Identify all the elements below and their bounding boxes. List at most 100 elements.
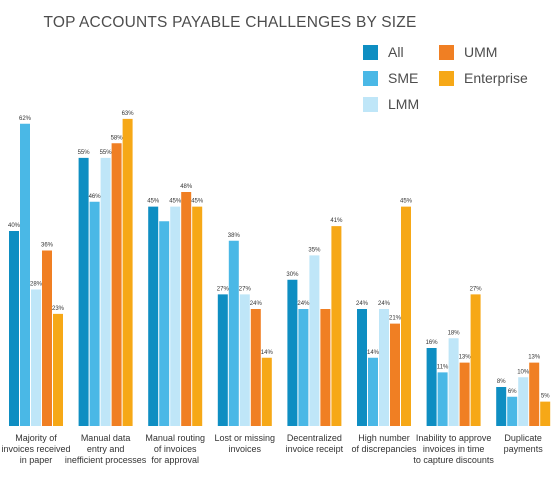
- legend-item-umm: UMM: [439, 44, 497, 60]
- bar-value-label: 24%: [356, 301, 369, 307]
- bar-sme-7: [507, 396, 518, 426]
- bar-value-label: 38%: [228, 233, 241, 239]
- bar-value-label: 36%: [41, 243, 54, 249]
- legend-label-lmm: LMM: [388, 96, 420, 112]
- bar-enterprise-5: [401, 206, 411, 426]
- bar-lmm-1: [100, 157, 111, 426]
- bar-value-label: 41%: [330, 218, 343, 224]
- category-label-7: Duplicate payments: [504, 433, 544, 454]
- bar-lmm-7: [518, 377, 529, 426]
- bar-value-label: 23%: [52, 306, 65, 312]
- bar-value-label: 27%: [239, 286, 252, 292]
- legend-swatch-lmm: [363, 96, 378, 112]
- bar-lmm-0: [31, 289, 41, 426]
- bar-value-label: 14%: [261, 350, 274, 356]
- bar-sme-0: [20, 123, 30, 426]
- bar-value-label: 55%: [100, 150, 113, 156]
- bar-value-label: 5%: [541, 394, 550, 400]
- legend-label-sme: SME: [388, 70, 419, 86]
- bars-group: [9, 118, 551, 426]
- bar-value-label: 16%: [426, 340, 439, 346]
- bar-umm-1: [111, 143, 122, 426]
- bar-lmm-2: [170, 206, 181, 426]
- bar-enterprise-6: [470, 294, 481, 426]
- bar-all-5: [357, 309, 367, 426]
- bar-sme-4: [298, 309, 309, 426]
- legend-label-enterprise: Enterprise: [464, 70, 528, 86]
- bar-sme-5: [368, 357, 378, 426]
- bar-value-label: 24%: [297, 301, 310, 307]
- bar-value-label: 48%: [180, 184, 193, 190]
- bar-all-3: [217, 294, 228, 426]
- bar-value-label: 45%: [191, 199, 204, 205]
- bar-value-label: 6%: [508, 389, 517, 395]
- bar-value-label: 45%: [147, 199, 160, 205]
- legend-swatch-umm: [439, 44, 454, 60]
- bar-umm-3: [250, 309, 261, 426]
- bar-sme-6: [437, 372, 448, 426]
- bar-all-2: [148, 206, 159, 426]
- category-label-5: High number of discrepancies: [351, 433, 417, 454]
- bar-enterprise-4: [331, 226, 342, 426]
- category-label-0: Majority of invoices received in paper: [1, 433, 70, 465]
- bar-value-label: 14%: [367, 350, 380, 356]
- bar-umm-0: [42, 250, 52, 426]
- bar-sme-3: [228, 240, 239, 426]
- bar-value-label: 27%: [217, 286, 230, 292]
- legend-label-umm: UMM: [464, 44, 498, 60]
- bar-value-label: 24%: [250, 301, 263, 307]
- bar-umm-6: [459, 362, 470, 426]
- bar-enterprise-0: [53, 313, 63, 426]
- bar-enterprise-1: [122, 118, 133, 426]
- category-label-2: Manual routing of invoices for approval: [145, 433, 205, 465]
- legend-swatch-all: [363, 44, 378, 60]
- legend: All SME LMM UMM Enterprise: [363, 44, 553, 124]
- bar-labels-group: 40% 62% 28% 36% 23% 55% 46% 55% 58% 63% 45% 45% 48% 4…: [8, 111, 550, 400]
- legend-item-sme: SME: [363, 70, 418, 86]
- bar-all-6: [426, 348, 437, 426]
- category-label-6: Inability to approve invoices in time to c…: [413, 433, 494, 465]
- bar-all-1: [78, 157, 89, 426]
- bar-value-label: 24%: [378, 301, 391, 307]
- bar-umm-2: [181, 192, 192, 426]
- bar-value-label: 27%: [470, 286, 483, 292]
- bar-enterprise-2: [192, 206, 203, 426]
- bar-value-label: 10%: [517, 369, 530, 375]
- bar-umm-4: [320, 309, 331, 426]
- bar-value-label: 35%: [308, 247, 321, 253]
- bar-umm-7: [529, 362, 540, 426]
- bar-lmm-3: [239, 294, 250, 426]
- bar-umm-5: [390, 323, 400, 426]
- bar-value-label: 21%: [389, 316, 402, 322]
- bar-value-label: 58%: [111, 135, 124, 141]
- legend-swatch-enterprise: [439, 70, 454, 86]
- bar-all-0: [9, 231, 19, 426]
- bar-enterprise-7: [540, 401, 551, 426]
- bar-value-label: 46%: [89, 194, 102, 200]
- chart-title: TOP ACCOUNTS PAYABLE CHALLENGES BY SIZE: [43, 14, 417, 31]
- legend-item-all: All: [363, 44, 404, 60]
- bar-value-label: 40%: [8, 223, 21, 229]
- bar-lmm-5: [379, 309, 389, 426]
- bar-value-label: 8%: [497, 379, 506, 385]
- legend-swatch-sme: [363, 70, 378, 86]
- legend-item-enterprise: Enterprise: [439, 70, 528, 86]
- category-label-4: Decentralized invoice receipt: [286, 433, 344, 454]
- bar-value-label: 13%: [459, 355, 472, 361]
- legend-item-lmm: LMM: [363, 96, 419, 112]
- bar-value-label: 45%: [169, 199, 182, 205]
- bar-value-label: 18%: [448, 330, 461, 336]
- bar-value-label: 55%: [78, 150, 91, 156]
- bar-value-label: 13%: [528, 355, 541, 361]
- legend-label-all: All: [388, 44, 404, 60]
- category-label-3: Lost or missing invoices: [215, 433, 276, 454]
- bar-enterprise-3: [261, 357, 272, 426]
- bar-value-label: 30%: [286, 272, 299, 278]
- bar-all-7: [496, 387, 507, 426]
- bar-value-label: 62%: [19, 116, 32, 122]
- category-label-1: Manual data entry and inefficient processe…: [65, 433, 147, 465]
- bar-lmm-6: [448, 338, 459, 426]
- bar-lmm-4: [309, 255, 320, 426]
- bar-value-label: 11%: [437, 364, 449, 370]
